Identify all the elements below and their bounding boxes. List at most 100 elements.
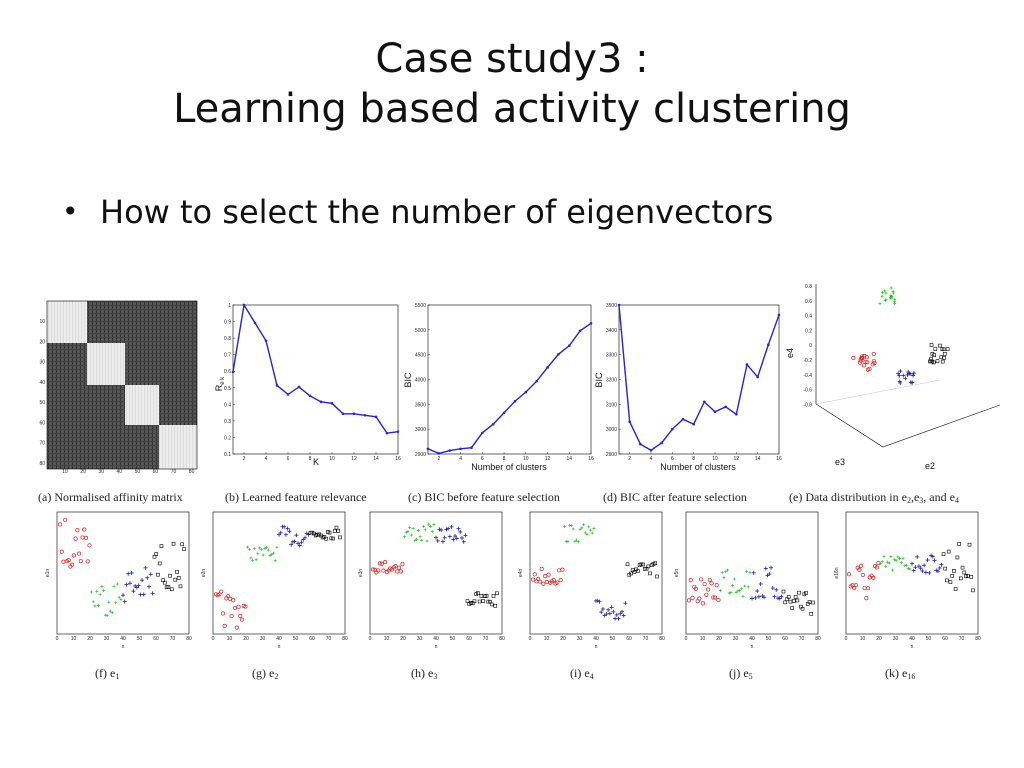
black-square-point: [477, 599, 482, 604]
panel-xtick: 60: [309, 636, 315, 642]
x-tick-label: 12: [734, 456, 740, 462]
red-circle-point: [82, 527, 87, 532]
x-tick-label: 14: [755, 456, 761, 462]
data-point: [557, 352, 560, 356]
chart-c-points: [426, 322, 593, 455]
panel-xtick: 40: [120, 636, 126, 642]
black-square-point: [945, 578, 949, 583]
panel-xlabel: n: [435, 644, 438, 650]
black-square-point: [157, 561, 162, 566]
red-circle-point: [77, 551, 82, 556]
chart-e-ylabel: e4: [785, 348, 795, 358]
black-square-point: [159, 544, 164, 548]
data-point: [396, 430, 400, 433]
data-point: [535, 379, 538, 383]
panel-xtick: 70: [799, 636, 805, 642]
red-circle-point: [398, 569, 403, 574]
y-tick-label: 1: [228, 303, 231, 309]
panel-xlabel: n: [122, 644, 125, 650]
x-tick-label: 4: [650, 456, 653, 462]
panel-frame: [529, 511, 663, 635]
panel-xtick: 60: [153, 636, 159, 642]
data-point: [374, 415, 378, 419]
black-square-point: [969, 575, 974, 579]
black-square-point: [960, 565, 965, 570]
panel-xtick: 10: [227, 636, 233, 642]
panel-xtick: 60: [782, 636, 788, 642]
black-square-point: [641, 562, 645, 567]
data-point: [242, 303, 246, 307]
data-point: [308, 394, 312, 398]
panel-frame: [56, 511, 190, 635]
x-tick-label: 8: [692, 456, 695, 462]
black-square-point: [943, 352, 947, 356]
x-tick-label: 6: [481, 456, 484, 462]
caption-e: (e) Data distribution in e2,e3, and e4: [789, 490, 959, 505]
black-square-point: [646, 564, 651, 569]
affinity-xtick: 60: [153, 469, 159, 475]
panel-xtick: 0: [685, 636, 688, 642]
data-point: [735, 412, 738, 416]
y-tick-label: 2900: [606, 452, 617, 458]
y-tick-label: 0.9: [224, 320, 231, 326]
black-square-point: [971, 588, 975, 593]
black-square-point: [180, 542, 185, 547]
panel-xtick: 60: [626, 636, 632, 642]
panel-xtick: 80: [499, 636, 505, 642]
red-circle-point: [853, 583, 858, 588]
black-square-point: [946, 549, 951, 554]
chart-e-zlabel: e2: [925, 461, 935, 471]
black-square-point: [935, 359, 940, 363]
red-circle-point: [243, 604, 248, 609]
panel-frame: [212, 511, 346, 635]
red-circle-point: [376, 568, 381, 573]
black-square-point: [945, 347, 950, 352]
chart-e-ticks: 0.8 0.6 0.4 0.2 0 -0.2 -0.4 -0.6 -0.8: [803, 284, 812, 408]
data-point: [649, 448, 653, 452]
panel-xlabel: n: [751, 644, 754, 650]
bullet-item: • How to select the number of eigenvecto…: [62, 190, 773, 234]
red-circle-point: [699, 577, 704, 582]
affinity-ytick: 80: [39, 461, 45, 467]
black-square-point: [625, 562, 630, 567]
y-tick-label: 3500: [415, 402, 426, 408]
red-circle-point: [530, 577, 536, 582]
chart-c: 2 4 6 8 10 12 14 16 2900 3000 3500 4000 4500 5000 5500…: [403, 303, 594, 472]
red-circle-point: [71, 553, 76, 558]
panel-xtick: 30: [417, 636, 423, 642]
black-square-point: [476, 591, 480, 595]
black-square-point: [941, 552, 946, 556]
data-point: [437, 452, 441, 455]
red-circle-point: [73, 536, 78, 541]
panel-xtick: 70: [326, 636, 332, 642]
red-circle-point: [87, 543, 92, 548]
eigenvector-panel: e4n n 0 10 20 30 40 50 60 70 80: [518, 511, 665, 650]
chart-e-xlabel: e3: [835, 457, 845, 467]
black-square-point: [932, 353, 936, 357]
chart-b-ticks: 2 4 6 8 10 12 14 16 0.1 0.2 0.3 0.4 0.5 0.6 0.7 0.8 0.9 1: [224, 303, 401, 462]
red-circle-point: [532, 572, 537, 577]
panel-frame: [845, 511, 979, 635]
red-circle-point: [227, 596, 232, 601]
chart-b-ylabel: Re k: [214, 376, 226, 392]
red-circle-point: [238, 613, 243, 619]
panel-xtick: 20: [400, 636, 406, 642]
red-circle-point: [543, 574, 548, 579]
x-tick-label: 4: [265, 456, 268, 462]
black-square-point: [495, 591, 499, 596]
black-square-point: [154, 552, 159, 556]
black-square-point: [938, 343, 942, 348]
black-square-point: [493, 603, 498, 608]
chart-e-ytick: 0.6: [805, 299, 812, 305]
data-point: [363, 413, 367, 417]
black-square-point: [655, 574, 659, 579]
black-square-point: [166, 585, 171, 589]
black-square-point: [965, 573, 970, 578]
panel-xtick: 40: [593, 636, 599, 642]
affinity-xtick: 80: [189, 469, 195, 475]
panel-xtick: 10: [544, 636, 550, 642]
red-circle-point: [851, 355, 856, 360]
data-point: [352, 412, 356, 416]
red-circle-point: [865, 360, 870, 365]
black-square-point: [636, 569, 640, 573]
